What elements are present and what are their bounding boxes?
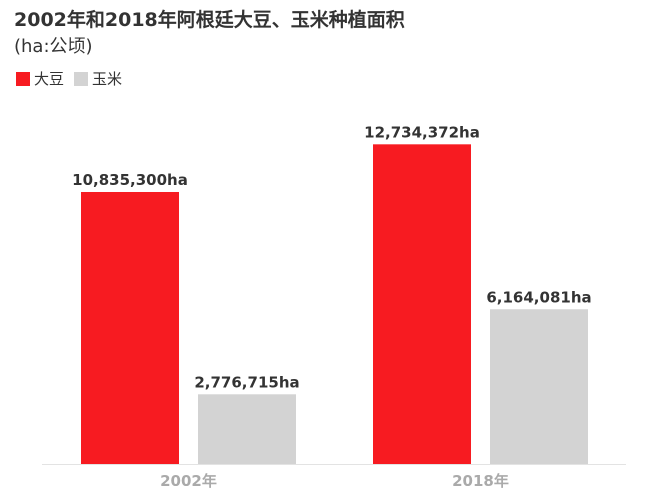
legend-item-soybean: 大豆 [16, 68, 64, 89]
data-label-corn-0: 2,776,715ha [194, 373, 299, 391]
data-label-soybean-0: 10,835,300ha [72, 171, 188, 189]
x-tick-label-0: 2002年 [160, 472, 217, 490]
chart-title: 2002年和2018年阿根廷大豆、玉米种植面积 [14, 9, 405, 31]
data-label-corn-1: 6,164,081ha [486, 288, 591, 306]
legend-swatch-corn [74, 71, 89, 86]
data-label-soybean-1: 12,734,372ha [364, 123, 480, 141]
legend-label-corn: 玉米 [92, 70, 123, 88]
chart-subtitle: (ha:公顷) [14, 36, 93, 57]
legend-swatch-soybean [16, 71, 30, 86]
legend-item-corn: 玉米 [74, 68, 122, 89]
legend: 大豆 玉米 [16, 68, 132, 89]
x-tick-label-1: 2018年 [452, 472, 509, 490]
bar-soybean-1 [373, 144, 471, 464]
bar-soybean-0 [81, 191, 179, 464]
bar-corn-0 [198, 394, 296, 464]
legend-label-soybean: 大豆 [34, 70, 65, 88]
bar-corn-1 [490, 309, 588, 464]
